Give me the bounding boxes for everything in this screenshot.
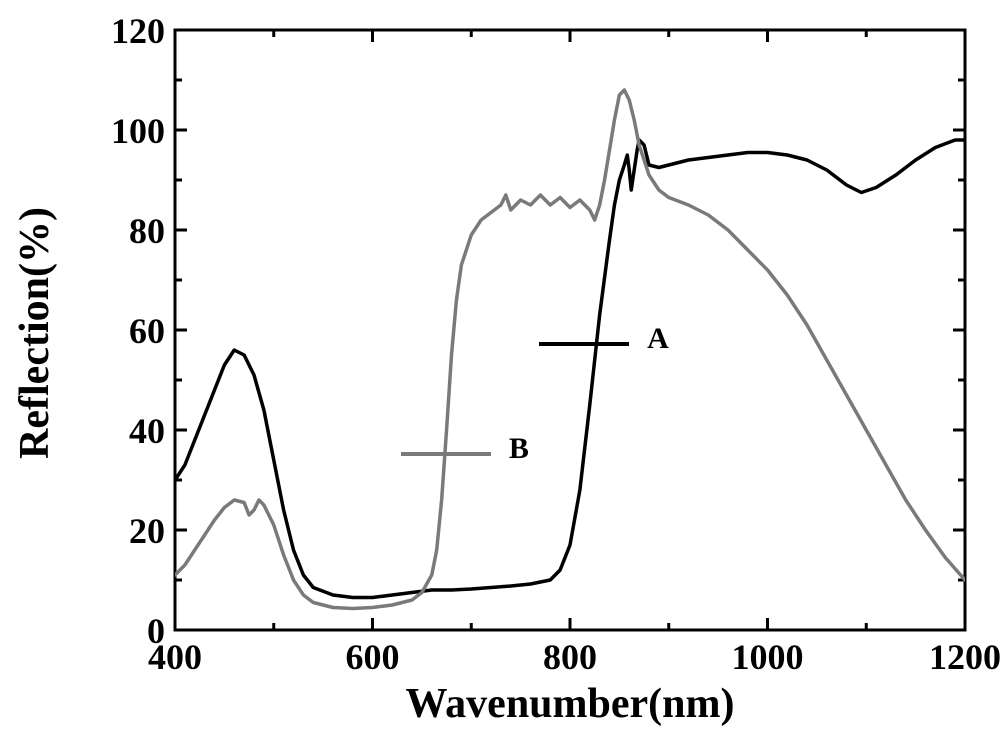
y-tick-label: 80	[85, 210, 165, 252]
x-tick-label: 600	[313, 636, 433, 678]
legend-item-b: B	[401, 432, 529, 466]
legend-label-a: A	[647, 322, 669, 355]
legend-label-b: B	[509, 432, 529, 465]
x-tick-label: 400	[115, 636, 235, 678]
y-tick-label: 60	[85, 310, 165, 352]
legend-item-a: A	[539, 322, 669, 356]
legend-swatch-a	[539, 342, 629, 346]
y-tick-label: 100	[85, 110, 165, 152]
y-axis-label: Reflection(%)	[11, 183, 59, 483]
x-axis-label: Wavenumber(nm)	[320, 680, 820, 728]
y-tick-label: 40	[85, 410, 165, 452]
y-tick-label: 20	[85, 510, 165, 552]
reflection-spectrum-chart: Reflection(%) Wavenumber(nm) A B 0204060…	[0, 0, 1000, 740]
x-tick-label: 1000	[708, 636, 828, 678]
y-tick-label: 120	[85, 10, 165, 52]
legend-swatch-b	[401, 452, 491, 456]
x-tick-label: 800	[510, 636, 630, 678]
x-tick-label: 1200	[905, 636, 1000, 678]
